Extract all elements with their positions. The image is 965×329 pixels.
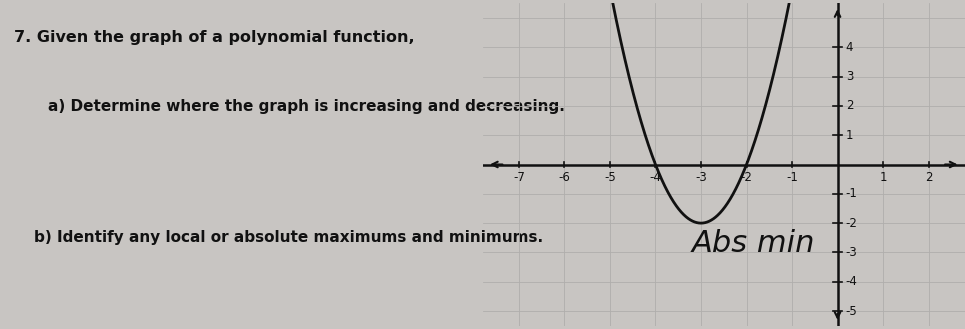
Text: b) Identify any local or absolute maximums and minimums.: b) Identify any local or absolute maximu… (34, 230, 543, 245)
Text: 2: 2 (845, 99, 853, 113)
Text: -4: -4 (845, 275, 858, 288)
Text: -2: -2 (740, 171, 753, 184)
Text: -3: -3 (845, 246, 858, 259)
Text: a) Determine where the graph is increasing and decreasing.: a) Determine where the graph is increasi… (48, 99, 565, 114)
Text: -1: -1 (786, 171, 798, 184)
Text: 2: 2 (924, 171, 932, 184)
Text: 1: 1 (845, 129, 853, 142)
Text: -5: -5 (604, 171, 616, 184)
Text: -5: -5 (845, 305, 858, 317)
Text: 3: 3 (845, 70, 853, 83)
Text: -4: -4 (649, 171, 661, 184)
Text: -1: -1 (845, 187, 858, 200)
Text: -2: -2 (845, 216, 858, 230)
Text: -7: -7 (513, 171, 525, 184)
Text: 4: 4 (845, 41, 853, 54)
Text: Abs min: Abs min (692, 229, 815, 259)
Text: -3: -3 (695, 171, 707, 184)
Text: 7. Given the graph of a polynomial function,: 7. Given the graph of a polynomial funct… (14, 30, 415, 45)
Text: -6: -6 (559, 171, 570, 184)
Text: 1: 1 (879, 171, 887, 184)
